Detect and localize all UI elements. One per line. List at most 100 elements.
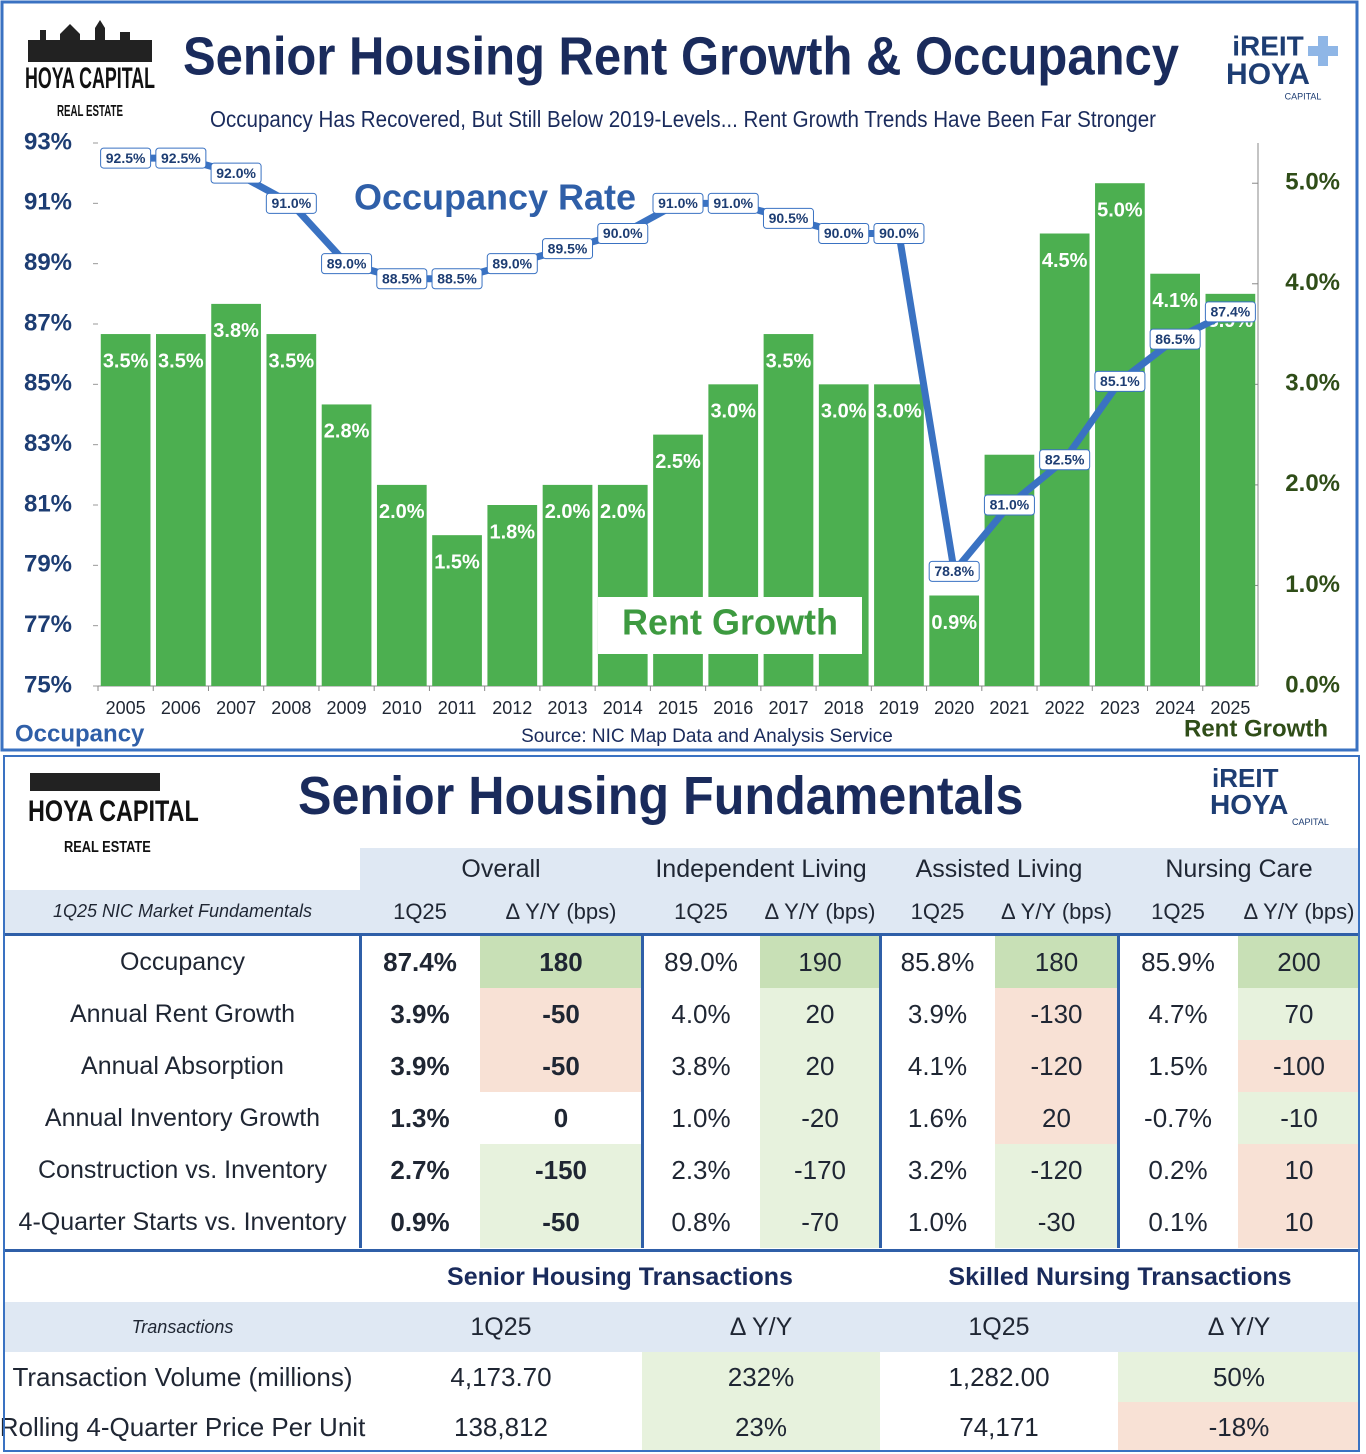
annotation-box	[598, 597, 862, 654]
logo-text: HOYA	[1226, 58, 1310, 91]
x-tick-label: 2005	[106, 698, 146, 718]
point-label: 87.4%	[1211, 304, 1251, 320]
logo-text: iREIT	[1232, 30, 1304, 61]
bar-label: 3.5%	[103, 350, 149, 372]
sub-header: 1Q25	[470, 1312, 532, 1341]
bar	[874, 384, 924, 686]
y-tick-label: 81%	[24, 490, 72, 517]
label-bg	[707, 192, 759, 214]
label-bg	[100, 147, 152, 169]
point-label: 91.0%	[713, 195, 753, 211]
x-tick-label: 2011	[438, 698, 477, 718]
bar	[321, 404, 372, 686]
label-bg	[1039, 449, 1091, 471]
x-tick-label: 2015	[658, 698, 698, 718]
sub-header: 1Q25	[1151, 898, 1205, 924]
y2-tick-label: 1.0%	[1285, 571, 1340, 598]
y-tick-label: 89%	[24, 249, 72, 276]
sub-header: 1Q25	[968, 1312, 1030, 1341]
sub-header: 1Q25	[393, 898, 447, 924]
table-cell: 4,173.70	[450, 1361, 552, 1392]
bar	[100, 334, 151, 686]
table-cell: 3.2%	[907, 1154, 968, 1185]
table-cell: 2.7%	[390, 1154, 450, 1185]
point-label: 88.5%	[437, 270, 477, 286]
bar-label: 2.8%	[324, 421, 370, 443]
y2-tick-label: 5.0%	[1285, 169, 1340, 196]
table-cell: 87.4%	[383, 946, 457, 977]
x-tick-label: 2009	[327, 698, 367, 718]
bar	[432, 535, 482, 686]
table-cell: 0.9%	[390, 1206, 450, 1237]
divider	[641, 936, 644, 1248]
table-cell: -10	[1238, 1092, 1360, 1144]
label-bg	[652, 192, 704, 214]
x-tick-label: 2010	[382, 698, 422, 718]
x-tick-label: 2014	[603, 698, 643, 718]
table-cell: 180	[995, 936, 1118, 988]
table-cell: 1.3%	[390, 1102, 450, 1133]
point-label: 82.5%	[1045, 451, 1085, 467]
logo-text: HOYA	[1210, 789, 1289, 820]
bar	[156, 334, 206, 686]
group-header: Assisted Living	[915, 854, 1083, 883]
x-tick-label: 2008	[271, 698, 311, 718]
table-cell: 85.8%	[900, 946, 975, 977]
header-bg	[360, 848, 1360, 890]
label-bg	[873, 223, 925, 244]
table-cell: -120	[995, 1144, 1118, 1196]
legend-label: Rent Growth	[1184, 715, 1328, 742]
label-bg	[928, 560, 980, 582]
table-cell: 20	[760, 1040, 880, 1092]
table-cell: 20	[760, 988, 880, 1040]
bar-label: 2.0%	[600, 501, 646, 523]
point-label: 90.0%	[824, 225, 864, 241]
sub-header: 1Q25	[674, 898, 728, 924]
point-label: 86.5%	[1155, 331, 1195, 347]
x-tick-label: 2007	[216, 698, 256, 718]
row-label: Rolling 4-Quarter Price Per Unit	[0, 1411, 366, 1442]
table-cell: -130	[995, 988, 1118, 1040]
bar-label: 2.5%	[655, 451, 701, 473]
x-tick-label: 2013	[548, 698, 588, 718]
bar-label: 3.8%	[213, 320, 259, 342]
row-label: Transaction Volume (millions)	[12, 1361, 353, 1392]
header-bg	[5, 1302, 1360, 1352]
bar-label: 5.0%	[1097, 200, 1143, 222]
table-cell: -170	[760, 1144, 880, 1196]
skyline	[30, 761, 160, 791]
table-cell: 4.7%	[1148, 998, 1208, 1029]
x-tick-label: 2023	[1100, 698, 1140, 718]
table-cell: -18%	[1118, 1402, 1360, 1452]
sub-header: Δ Y/Y (bps)	[764, 898, 876, 924]
table-cell: 3.9%	[390, 998, 450, 1029]
rule	[5, 933, 1360, 936]
logo-subtext: CAPITAL	[1285, 91, 1322, 101]
x-tick-label: 2019	[879, 698, 919, 718]
label-bg	[1149, 328, 1201, 350]
y2-tick-label: 4.0%	[1285, 269, 1340, 296]
bar-label: 3.0%	[821, 401, 867, 423]
header-bg	[5, 890, 1360, 933]
label-bg	[542, 238, 594, 260]
chart: HOYA CAPITAL REAL ESTATE iREIT HOYA CAPI…	[0, 0, 1359, 752]
y-tick-label: 75%	[24, 671, 72, 698]
table-cell: 4.1%	[907, 1050, 968, 1081]
table-cell: 10	[1238, 1196, 1360, 1248]
annotation: Rent Growth	[622, 602, 838, 643]
bar	[211, 303, 261, 686]
bar	[929, 595, 980, 686]
y-tick-label: 91%	[24, 189, 72, 216]
bar-label: 2.0%	[379, 501, 425, 523]
point-label: 90.0%	[603, 225, 643, 241]
bar	[1095, 183, 1145, 686]
group-header: Overall	[461, 854, 541, 883]
table-cell: 180	[480, 936, 642, 988]
point-label: 81.0%	[990, 497, 1030, 513]
row-label: Annual Inventory Growth	[44, 1103, 321, 1132]
label-bg	[1094, 370, 1146, 392]
y2-tick-label: 3.0%	[1285, 370, 1340, 397]
y-tick-label: 83%	[24, 430, 72, 457]
group-header: Independent Living	[655, 854, 867, 883]
logo-subtext: REAL ESTATE	[64, 839, 151, 856]
